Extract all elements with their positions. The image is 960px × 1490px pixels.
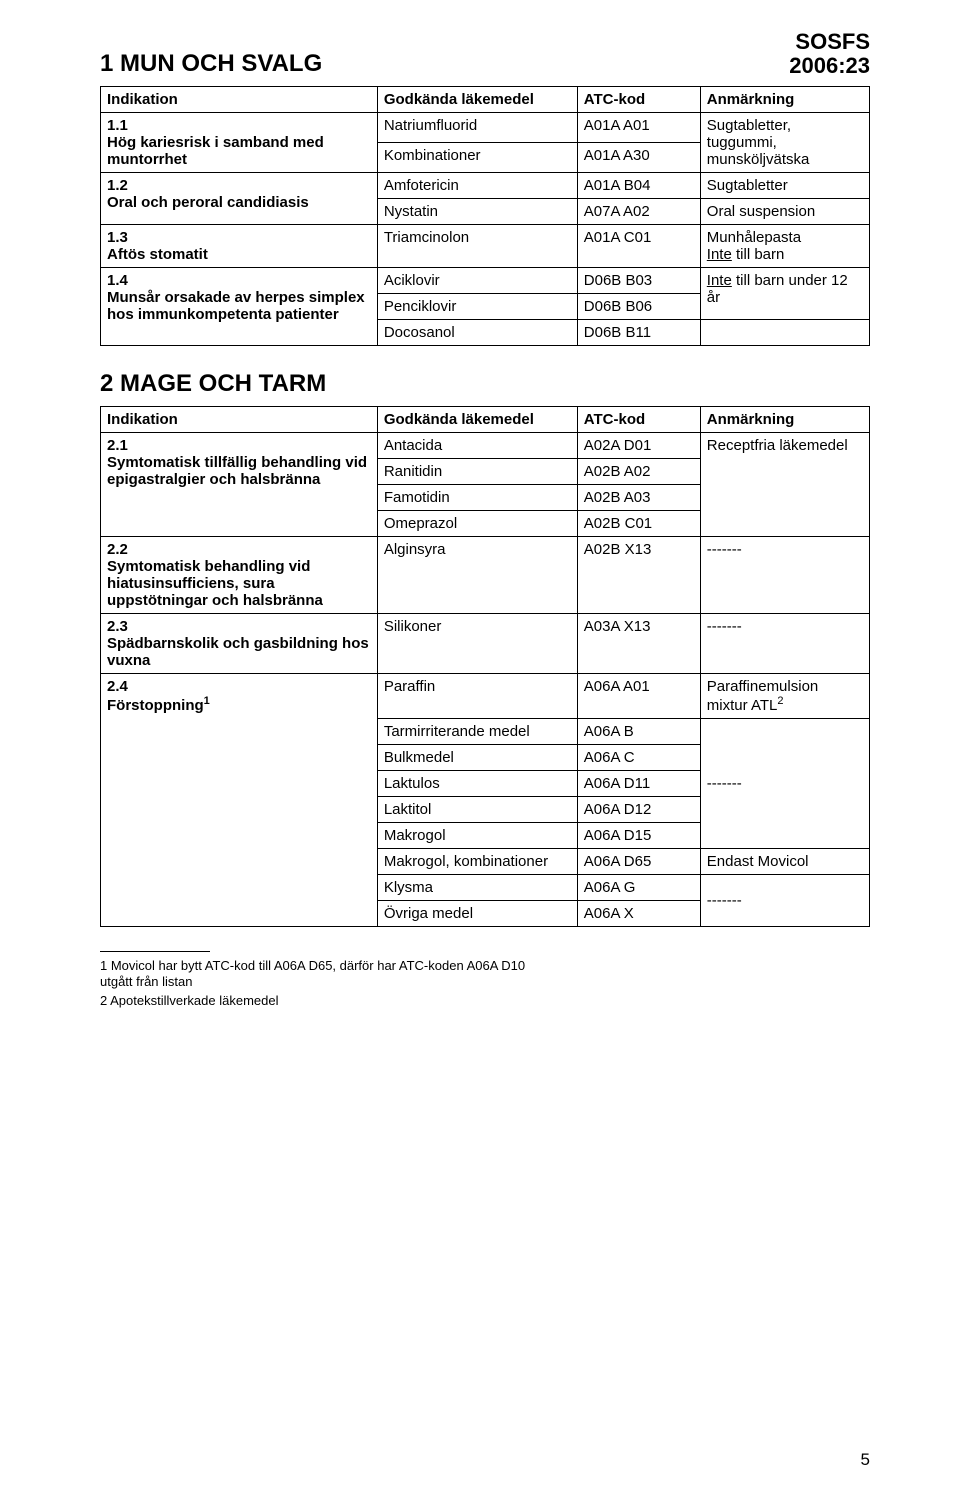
rem bbox=[700, 320, 869, 346]
rem: Paraffinemulsion mixtur ATL2 bbox=[700, 674, 869, 719]
ind-2-3: 2.3Spädbarnskolik och gasbildning hos vu… bbox=[101, 614, 378, 674]
med: Bulkmedel bbox=[377, 745, 577, 771]
table-header-row: Indikation Godkända läkemedel ATC-kod An… bbox=[101, 407, 870, 433]
atc: A06A D15 bbox=[577, 823, 700, 849]
atc: A06A D65 bbox=[577, 849, 700, 875]
atc: A06A C bbox=[577, 745, 700, 771]
ind-1-3: 1.3Aftös stomatit bbox=[101, 225, 378, 268]
med: Makrogol bbox=[377, 823, 577, 849]
col-atc: ATC-kod bbox=[577, 407, 700, 433]
atc: A01A C01 bbox=[577, 225, 700, 268]
atc: A06A B bbox=[577, 719, 700, 745]
col-indikation: Indikation bbox=[101, 87, 378, 113]
med: Aciklovir bbox=[377, 268, 577, 294]
rem: ------- bbox=[700, 875, 869, 927]
page-number: 5 bbox=[861, 1450, 870, 1470]
rem: ------- bbox=[700, 719, 869, 849]
rem: Oral suspension bbox=[700, 199, 869, 225]
med: Omeprazol bbox=[377, 511, 577, 537]
atc: A01A B04 bbox=[577, 173, 700, 199]
col-indikation: Indikation bbox=[101, 407, 378, 433]
col-anmarkning: Anmärkning bbox=[700, 407, 869, 433]
med: Docosanol bbox=[377, 320, 577, 346]
med: Övriga medel bbox=[377, 901, 577, 927]
section1-title: 1 MUN OCH SVALG bbox=[100, 50, 870, 78]
rem: Receptfria läkemedel bbox=[700, 433, 869, 537]
ind-2-1: 2.1Symtomatisk tillfällig behandling vid… bbox=[101, 433, 378, 537]
med: Paraffin bbox=[377, 674, 577, 719]
col-godkanda: Godkända läkemedel bbox=[377, 407, 577, 433]
atc: A06A X bbox=[577, 901, 700, 927]
med: Nystatin bbox=[377, 199, 577, 225]
atc: A01A A01 bbox=[577, 113, 700, 143]
atc: A02B X13 bbox=[577, 537, 700, 614]
med: Klysma bbox=[377, 875, 577, 901]
med: Makrogol, kombinationer bbox=[377, 849, 577, 875]
med: Laktitol bbox=[377, 797, 577, 823]
rem: Endast Movicol bbox=[700, 849, 869, 875]
header-line1: SOSFS bbox=[795, 29, 870, 54]
atc: D06B B11 bbox=[577, 320, 700, 346]
header-label: SOSFS 2006:23 bbox=[789, 30, 870, 78]
footnote-2: 2 Apotekstillverkade läkemedel bbox=[100, 993, 540, 1009]
med: Famotidin bbox=[377, 485, 577, 511]
footnote-1: 1 Movicol har bytt ATC-kod till A06A D65… bbox=[100, 958, 540, 989]
med: Penciklovir bbox=[377, 294, 577, 320]
rem: MunhålepastaInte till barn bbox=[700, 225, 869, 268]
atc: A06A A01 bbox=[577, 674, 700, 719]
atc: A06A G bbox=[577, 875, 700, 901]
med: Ranitidin bbox=[377, 459, 577, 485]
col-anmarkning: Anmärkning bbox=[700, 87, 869, 113]
ind-1-4: 1.4Munsår orsakade av herpes simplex hos… bbox=[101, 268, 378, 346]
rem: Sugtabletter, tuggummi, munsköljvätska bbox=[700, 113, 869, 173]
med: Laktulos bbox=[377, 771, 577, 797]
table-section1: Indikation Godkända läkemedel ATC-kod An… bbox=[100, 86, 870, 346]
ind-2-2: 2.2Symtomatisk behandling vid hiatusinsu… bbox=[101, 537, 378, 614]
header-line2: 2006:23 bbox=[789, 53, 870, 78]
section2-title: 2 MAGE OCH TARM bbox=[100, 370, 870, 398]
atc: A01A A30 bbox=[577, 143, 700, 173]
atc: D06B B03 bbox=[577, 268, 700, 294]
table-section2: Indikation Godkända läkemedel ATC-kod An… bbox=[100, 406, 870, 927]
rem: Inte till barn under 12 år bbox=[700, 268, 869, 320]
med: Silikoner bbox=[377, 614, 577, 674]
med: Triamcinolon bbox=[377, 225, 577, 268]
atc: A02B A02 bbox=[577, 459, 700, 485]
atc: A03A X13 bbox=[577, 614, 700, 674]
atc: A02B A03 bbox=[577, 485, 700, 511]
atc: A02A D01 bbox=[577, 433, 700, 459]
med: Antacida bbox=[377, 433, 577, 459]
col-atc: ATC-kod bbox=[577, 87, 700, 113]
atc: D06B B06 bbox=[577, 294, 700, 320]
ind-1-2: 1.2Oral och peroral candidiasis bbox=[101, 173, 378, 225]
med: Tarmirriterande medel bbox=[377, 719, 577, 745]
col-godkanda: Godkända läkemedel bbox=[377, 87, 577, 113]
med: Natriumfluorid bbox=[377, 113, 577, 143]
rem: ------- bbox=[700, 537, 869, 614]
med: Kombinationer bbox=[377, 143, 577, 173]
med: Alginsyra bbox=[377, 537, 577, 614]
atc: A02B C01 bbox=[577, 511, 700, 537]
ind-2-4: 2.4Förstoppning1 bbox=[101, 674, 378, 927]
atc: A06A D12 bbox=[577, 797, 700, 823]
med: Amfotericin bbox=[377, 173, 577, 199]
footnotes: 1 Movicol har bytt ATC-kod till A06A D65… bbox=[100, 951, 540, 1009]
rem: ------- bbox=[700, 614, 869, 674]
table-header-row: Indikation Godkända läkemedel ATC-kod An… bbox=[101, 87, 870, 113]
atc: A07A A02 bbox=[577, 199, 700, 225]
ind-1-1: 1.1Hög kariesrisk i samband med muntorrh… bbox=[101, 113, 378, 173]
atc: A06A D11 bbox=[577, 771, 700, 797]
rem: Sugtabletter bbox=[700, 173, 869, 199]
